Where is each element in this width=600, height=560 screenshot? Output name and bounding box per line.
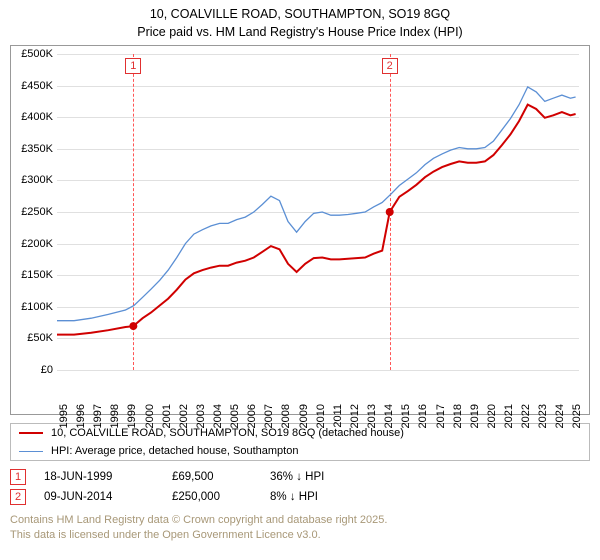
series-hpi bbox=[57, 87, 576, 321]
sale-marker-dot bbox=[386, 208, 394, 216]
x-axis-label: 2002 bbox=[178, 404, 190, 428]
sale-row: 2 09-JUN-2014 £250,000 8% ↓ HPI bbox=[10, 487, 590, 507]
x-axis-label: 2017 bbox=[435, 404, 447, 428]
sale-price: £250,000 bbox=[172, 491, 252, 503]
x-axis-label: 2004 bbox=[212, 404, 224, 428]
y-axis-label: £150K bbox=[11, 269, 53, 281]
sale-date: 18-JUN-1999 bbox=[44, 471, 154, 483]
x-axis-label: 2024 bbox=[555, 404, 567, 428]
chart-svg bbox=[57, 54, 579, 370]
x-axis-label: 1995 bbox=[58, 404, 70, 428]
legend: 10, COALVILLE ROAD, SOUTHAMPTON, SO19 8G… bbox=[10, 423, 590, 461]
sales-table: 1 18-JUN-1999 £69,500 36% ↓ HPI 2 09-JUN-2014… bbox=[10, 467, 590, 507]
x-axis-label: 2020 bbox=[486, 404, 498, 428]
x-axis-label: 2014 bbox=[383, 404, 395, 428]
x-axis-label: 2019 bbox=[469, 404, 481, 428]
sale-marker-dot bbox=[129, 322, 137, 330]
legend-swatch bbox=[19, 432, 43, 434]
x-axis-label: 2025 bbox=[572, 404, 584, 428]
sale-badge: 1 bbox=[10, 469, 26, 485]
x-axis-label: 2007 bbox=[264, 404, 276, 428]
legend-label: HPI: Average price, detached house, Sout… bbox=[51, 445, 298, 457]
y-axis-label: £200K bbox=[11, 238, 53, 250]
grid-line bbox=[57, 370, 579, 371]
chart-title: 10, COALVILLE ROAD, SOUTHAMPTON, SO19 8G… bbox=[10, 6, 590, 41]
y-axis-label: £100K bbox=[11, 301, 53, 313]
x-axis-label: 2015 bbox=[401, 404, 413, 428]
title-line-2: Price paid vs. HM Land Registry's House … bbox=[10, 24, 590, 42]
x-axis-label: 2018 bbox=[452, 404, 464, 428]
x-axis-label: 2001 bbox=[161, 404, 173, 428]
sale-row: 1 18-JUN-1999 £69,500 36% ↓ HPI bbox=[10, 467, 590, 487]
x-axis-label: 2012 bbox=[349, 404, 361, 428]
plot-area: £0£50K£100K£150K£200K£250K£300K£350K£400… bbox=[57, 54, 579, 370]
sale-date: 09-JUN-2014 bbox=[44, 491, 154, 503]
x-axis-label: 1998 bbox=[110, 404, 122, 428]
x-axis-label: 2009 bbox=[298, 404, 310, 428]
legend-swatch bbox=[19, 451, 43, 452]
y-axis-label: £0 bbox=[11, 364, 53, 376]
sale-badge: 2 bbox=[10, 489, 26, 505]
series-property bbox=[57, 105, 576, 335]
x-axis-label: 2003 bbox=[195, 404, 207, 428]
y-axis-label: £250K bbox=[11, 206, 53, 218]
x-axis-label: 1996 bbox=[75, 404, 87, 428]
y-axis-label: £450K bbox=[11, 80, 53, 92]
x-axis-label: 2011 bbox=[332, 404, 344, 428]
x-axis-label: 2008 bbox=[281, 404, 293, 428]
x-axis-label: 2005 bbox=[229, 404, 241, 428]
footer-line-1: Contains HM Land Registry data © Crown c… bbox=[10, 513, 590, 528]
x-axis-label: 2021 bbox=[503, 404, 515, 428]
legend-row: HPI: Average price, detached house, Sout… bbox=[11, 442, 589, 460]
x-axis-label: 2023 bbox=[537, 404, 549, 428]
y-axis-label: £50K bbox=[11, 332, 53, 344]
x-axis-label: 2016 bbox=[418, 404, 430, 428]
x-axis-label: 2022 bbox=[520, 404, 532, 428]
x-axis-label: 1997 bbox=[92, 404, 104, 428]
x-axis-label: 2006 bbox=[246, 404, 258, 428]
sale-price: £69,500 bbox=[172, 471, 252, 483]
footer-attribution: Contains HM Land Registry data © Crown c… bbox=[10, 513, 590, 543]
footer-line-2: This data is licensed under the Open Gov… bbox=[10, 528, 590, 543]
sale-hpi: 8% ↓ HPI bbox=[270, 491, 360, 503]
x-axis-label: 2010 bbox=[315, 404, 327, 428]
chart-container: £0 £50K £100K £150K £200K £250K £300K £350K £400… bbox=[10, 45, 590, 415]
y-axis-label: £300K bbox=[11, 174, 53, 186]
sale-hpi: 36% ↓ HPI bbox=[270, 471, 360, 483]
title-line-1: 10, COALVILLE ROAD, SOUTHAMPTON, SO19 8G… bbox=[10, 6, 590, 24]
y-axis-label: £350K bbox=[11, 143, 53, 155]
x-axis-label: 1999 bbox=[127, 404, 139, 428]
y-axis-label: £400K bbox=[11, 111, 53, 123]
x-axis-label: 2013 bbox=[366, 404, 378, 428]
x-axis-label: 2000 bbox=[144, 404, 156, 428]
legend-label: 10, COALVILLE ROAD, SOUTHAMPTON, SO19 8G… bbox=[51, 427, 404, 439]
y-axis-label: £500K bbox=[11, 48, 53, 60]
